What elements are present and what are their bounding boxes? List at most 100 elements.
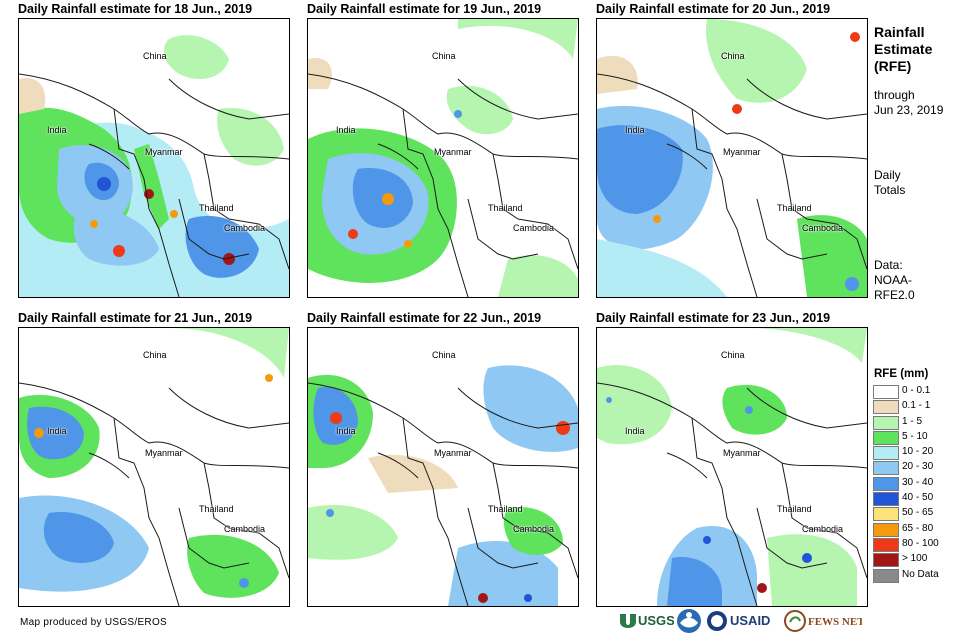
label-myanmar: Myanmar bbox=[145, 448, 183, 458]
rainfall-map-graphic bbox=[597, 19, 867, 297]
label-thailand: Thailand bbox=[488, 203, 523, 213]
label-cambodia: Cambodia bbox=[802, 223, 844, 233]
legend-label: 80 - 100 bbox=[902, 537, 939, 549]
legend-label: 40 - 50 bbox=[902, 492, 934, 504]
legend-title: RFE (mm) bbox=[874, 368, 929, 380]
label-cambodia: Cambodia bbox=[224, 524, 266, 534]
svg-text:USAID: USAID bbox=[730, 613, 770, 628]
label-thailand: Thailand bbox=[777, 504, 812, 514]
legend-swatch bbox=[873, 553, 899, 568]
rainfall-fill bbox=[19, 35, 289, 297]
legend-label: > 100 bbox=[902, 553, 928, 565]
label-china: China bbox=[143, 51, 167, 61]
legend-label: 10 - 20 bbox=[902, 446, 934, 458]
usaid-logo: USAID bbox=[707, 611, 770, 631]
through-label: through bbox=[874, 88, 915, 102]
legend-swatch bbox=[873, 507, 899, 522]
legend-swatch bbox=[873, 476, 899, 491]
label-china: China bbox=[721, 51, 745, 61]
label-china: China bbox=[721, 350, 745, 360]
label-cambodia: Cambodia bbox=[802, 524, 844, 534]
legend-swatch bbox=[873, 492, 899, 507]
panel-title: Daily Rainfall estimate for 23 Jun., 201… bbox=[596, 311, 831, 325]
rainfall-map: China India Myanmar Thailand Cambodia bbox=[18, 18, 290, 298]
legend-swatch bbox=[873, 461, 899, 476]
data-line: NOAA- bbox=[874, 273, 913, 287]
title-line: (RFE) bbox=[874, 58, 912, 74]
panel-title: Daily Rainfall estimate for 20 Jun., 201… bbox=[596, 2, 831, 16]
legend-swatch bbox=[873, 430, 899, 445]
legend-label: 0.1 - 1 bbox=[902, 400, 931, 412]
label-thailand: Thailand bbox=[199, 504, 234, 514]
rainfall-map-graphic bbox=[308, 365, 578, 606]
panel-title: Daily Rainfall estimate for 18 Jun., 201… bbox=[18, 2, 253, 16]
label-india: India bbox=[336, 426, 356, 436]
label-india: India bbox=[625, 426, 645, 436]
rainfall-map: China India Myanmar Thailand Cambodia bbox=[307, 327, 579, 607]
label-cambodia: Cambodia bbox=[513, 223, 555, 233]
rainfall-fill bbox=[19, 328, 289, 598]
sidebar-title: Rainfall Estimate (RFE) bbox=[874, 24, 932, 75]
label-thailand: Thailand bbox=[777, 203, 812, 213]
sidebar-date: through Jun 23, 2019 bbox=[874, 88, 943, 118]
legend-label: 65 - 80 bbox=[902, 522, 934, 534]
rainfall-fill bbox=[308, 365, 578, 606]
label-thailand: Thailand bbox=[488, 504, 523, 514]
country-borders bbox=[308, 382, 578, 606]
legend-swatch bbox=[873, 568, 899, 583]
noaa-logo bbox=[677, 609, 701, 633]
rainfall-map: China India Myanmar Thailand Cambodia bbox=[18, 327, 290, 607]
panel-title: Daily Rainfall estimate for 21 Jun., 201… bbox=[18, 311, 253, 325]
label-china: China bbox=[432, 51, 456, 61]
label-thailand: Thailand bbox=[199, 203, 234, 213]
label-china: China bbox=[432, 350, 456, 360]
country-borders bbox=[308, 73, 578, 297]
label-cambodia: Cambodia bbox=[513, 524, 555, 534]
legend-swatch bbox=[873, 400, 899, 415]
rainfall-map-graphic bbox=[597, 328, 867, 606]
legend-label: 20 - 30 bbox=[902, 461, 934, 473]
label-india: India bbox=[625, 125, 645, 135]
svg-text:FEWS NET: FEWS NET bbox=[808, 616, 862, 628]
legend-swatch bbox=[873, 522, 899, 537]
label-myanmar: Myanmar bbox=[145, 147, 183, 157]
legend-label: 0 - 0.1 bbox=[902, 385, 931, 396]
country-borders bbox=[19, 73, 289, 297]
sidebar-data-source: Data: NOAA- RFE2.0 bbox=[874, 258, 915, 303]
title-line: Rainfall bbox=[874, 24, 925, 40]
label-cambodia: Cambodia bbox=[224, 223, 266, 233]
sidebar-totals: Daily Totals bbox=[874, 168, 905, 198]
country-borders bbox=[597, 73, 867, 297]
totals-line: Totals bbox=[874, 183, 906, 197]
label-india: India bbox=[47, 125, 67, 135]
panel-title: Daily Rainfall estimate for 22 Jun., 201… bbox=[307, 311, 542, 325]
through-date: Jun 23, 2019 bbox=[874, 103, 944, 117]
data-line: Data: bbox=[874, 258, 903, 272]
label-india: India bbox=[47, 426, 67, 436]
rainfall-map: China India Myanmar Thailand Cambodia bbox=[596, 327, 868, 607]
usgs-logo: USGS bbox=[620, 613, 674, 628]
label-china: China bbox=[143, 350, 167, 360]
legend-label: 1 - 5 bbox=[902, 415, 923, 427]
label-myanmar: Myanmar bbox=[723, 448, 761, 458]
panel-title: Daily Rainfall estimate for 19 Jun., 201… bbox=[307, 2, 542, 16]
rainfall-map: China India Myanmar Thailand Cambodia bbox=[307, 18, 579, 298]
label-myanmar: Myanmar bbox=[723, 147, 761, 157]
legend-swatch bbox=[873, 446, 899, 461]
legend-label: 30 - 40 bbox=[902, 476, 934, 488]
legend-label: 50 - 65 bbox=[902, 507, 934, 519]
title-line: Estimate bbox=[874, 41, 933, 57]
label-myanmar: Myanmar bbox=[434, 448, 472, 458]
rainfall-fill bbox=[308, 19, 578, 297]
label-myanmar: Myanmar bbox=[434, 147, 472, 157]
label-india: India bbox=[336, 125, 356, 135]
rainfall-map: China India Myanmar Thailand Cambodia bbox=[596, 18, 868, 298]
legend-label: No Data bbox=[902, 568, 939, 580]
rainfall-fill bbox=[597, 328, 867, 606]
svg-text:USGS: USGS bbox=[638, 613, 674, 628]
country-borders bbox=[597, 382, 867, 606]
data-line: RFE2.0 bbox=[874, 288, 915, 302]
rainfall-map-graphic bbox=[19, 328, 289, 606]
rainfall-fill bbox=[597, 19, 867, 297]
legend-swatch bbox=[873, 537, 899, 552]
